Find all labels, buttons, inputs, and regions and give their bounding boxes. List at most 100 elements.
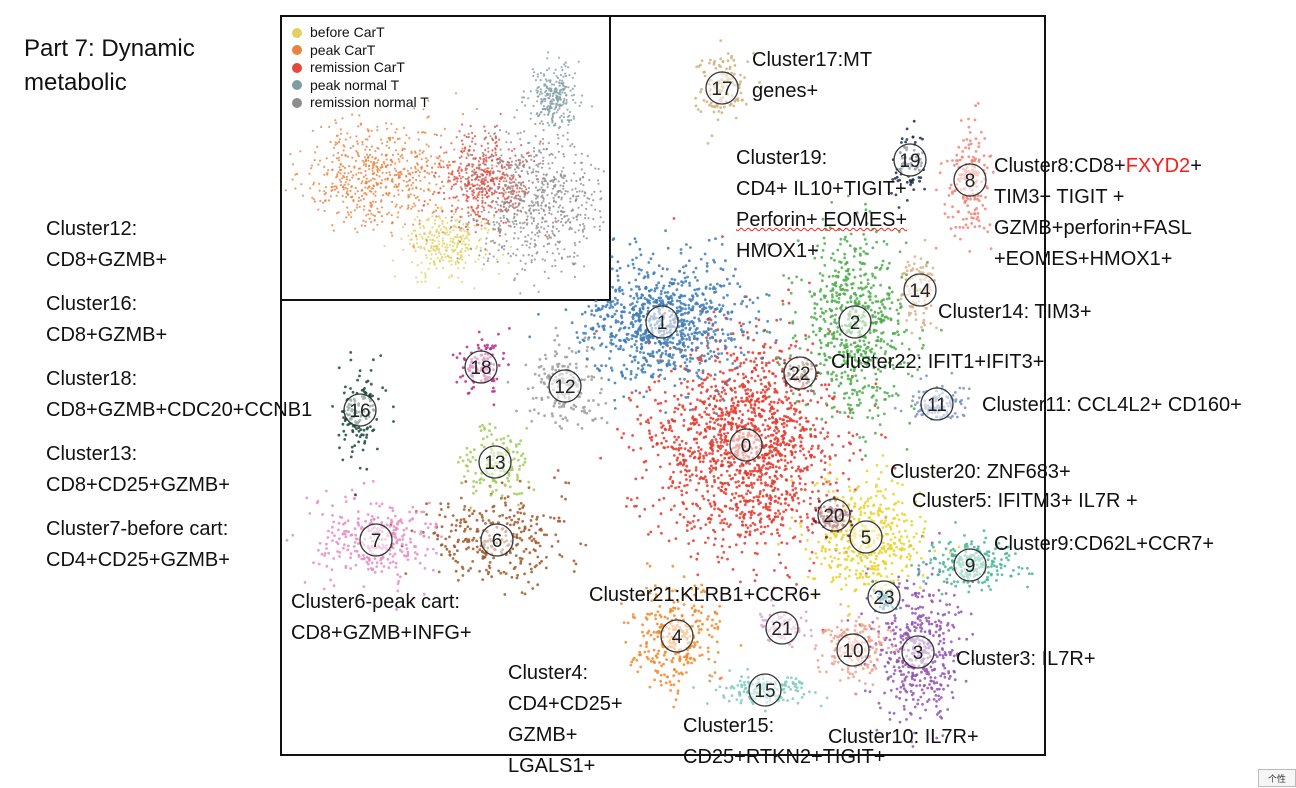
scatter-point xyxy=(912,547,915,551)
scatter-point xyxy=(912,582,916,586)
scatter-point xyxy=(410,529,414,533)
scatter-point xyxy=(791,336,795,340)
scatter-point xyxy=(876,406,880,410)
scatter-point xyxy=(704,287,708,290)
scatter-point xyxy=(656,402,660,406)
scatter-point xyxy=(682,302,685,306)
scatter-point xyxy=(876,489,880,493)
scatter-point xyxy=(711,417,715,421)
scatter-point xyxy=(734,422,738,426)
scatter-point xyxy=(755,495,759,498)
scatter-point xyxy=(774,374,777,378)
scatter-point xyxy=(784,384,788,387)
scatter-point xyxy=(373,557,377,561)
scatter-point xyxy=(948,186,952,190)
scatter-point xyxy=(806,538,809,542)
scatter-point xyxy=(519,530,523,534)
scatter-point xyxy=(635,658,639,662)
scatter-point xyxy=(647,650,650,653)
scatter-point xyxy=(760,481,763,485)
scatter-point xyxy=(886,317,890,320)
scatter-point xyxy=(818,329,822,333)
scatter-point xyxy=(848,354,852,358)
scatter-point xyxy=(626,496,629,500)
scatter-point xyxy=(753,379,757,383)
scatter-point xyxy=(763,525,767,529)
scatter-point xyxy=(554,533,558,537)
scatter-point xyxy=(728,545,732,549)
scatter-point xyxy=(838,350,842,354)
scatter-point xyxy=(868,690,872,694)
scatter-point xyxy=(716,555,720,559)
scatter-point xyxy=(885,242,889,246)
scatter-point xyxy=(746,336,750,339)
scatter-point xyxy=(729,332,733,336)
scatter-point xyxy=(972,216,975,220)
scatter-point xyxy=(638,287,641,291)
scatter-point xyxy=(918,619,922,622)
scatter-point xyxy=(704,320,707,324)
scatter-point xyxy=(834,284,838,288)
scatter-point xyxy=(444,537,448,541)
scatter-point xyxy=(747,380,750,384)
scatter-point xyxy=(463,527,467,531)
scatter-point xyxy=(695,437,698,441)
scatter-point xyxy=(475,545,479,549)
scatter-point xyxy=(652,648,656,652)
scatter-point xyxy=(705,422,708,426)
scatter-point xyxy=(874,315,877,319)
scatter-point xyxy=(720,243,724,246)
scatter-point xyxy=(662,496,666,500)
scatter-point xyxy=(460,565,464,569)
scatter-point xyxy=(394,526,398,530)
scatter-point xyxy=(688,320,692,324)
scatter-point xyxy=(646,631,649,635)
scatter-point xyxy=(863,501,867,505)
scatter-point xyxy=(835,374,838,378)
scatter-point xyxy=(814,249,818,253)
scatter-point xyxy=(476,550,480,554)
scatter-point xyxy=(827,490,831,493)
scatter-point xyxy=(887,394,891,398)
scatter-point xyxy=(535,517,539,521)
scatter-point xyxy=(601,324,604,328)
scatter-point xyxy=(702,330,706,334)
scatter-point xyxy=(500,481,504,485)
scatter-point xyxy=(788,321,791,325)
scatter-point xyxy=(719,521,722,525)
scatter-point xyxy=(673,364,677,368)
scatter-point xyxy=(848,411,852,415)
scatter-point xyxy=(818,339,822,342)
scatter-point xyxy=(726,293,729,297)
scatter-point xyxy=(915,532,918,535)
scatter-point xyxy=(724,487,727,491)
scatter-point xyxy=(679,313,683,317)
scatter-point xyxy=(706,617,709,621)
scatter-point xyxy=(851,411,855,415)
scatter-point xyxy=(914,592,917,596)
scatter-point xyxy=(833,395,836,399)
scatter-point xyxy=(705,336,708,340)
scatter-point xyxy=(867,553,871,556)
scatter-point xyxy=(780,475,784,478)
scatter-point xyxy=(600,342,604,346)
scatter-point xyxy=(787,301,791,305)
scatter-point xyxy=(713,404,717,408)
scatter-point xyxy=(406,558,410,561)
scatter-point xyxy=(696,552,700,556)
scatter-point xyxy=(874,557,878,561)
scatter-point xyxy=(933,660,937,663)
scatter-point xyxy=(858,359,861,363)
scatter-point xyxy=(727,456,731,460)
scatter-point xyxy=(838,411,842,414)
scatter-point xyxy=(822,482,825,486)
scatter-point xyxy=(775,356,778,360)
scatter-point xyxy=(663,338,666,341)
scatter-point xyxy=(611,305,615,309)
scatter-point xyxy=(956,605,960,609)
scatter-point xyxy=(880,551,884,554)
scatter-point xyxy=(503,496,507,500)
scatter-point xyxy=(649,633,653,637)
scatter-point xyxy=(833,391,836,395)
scatter-point xyxy=(935,736,939,740)
